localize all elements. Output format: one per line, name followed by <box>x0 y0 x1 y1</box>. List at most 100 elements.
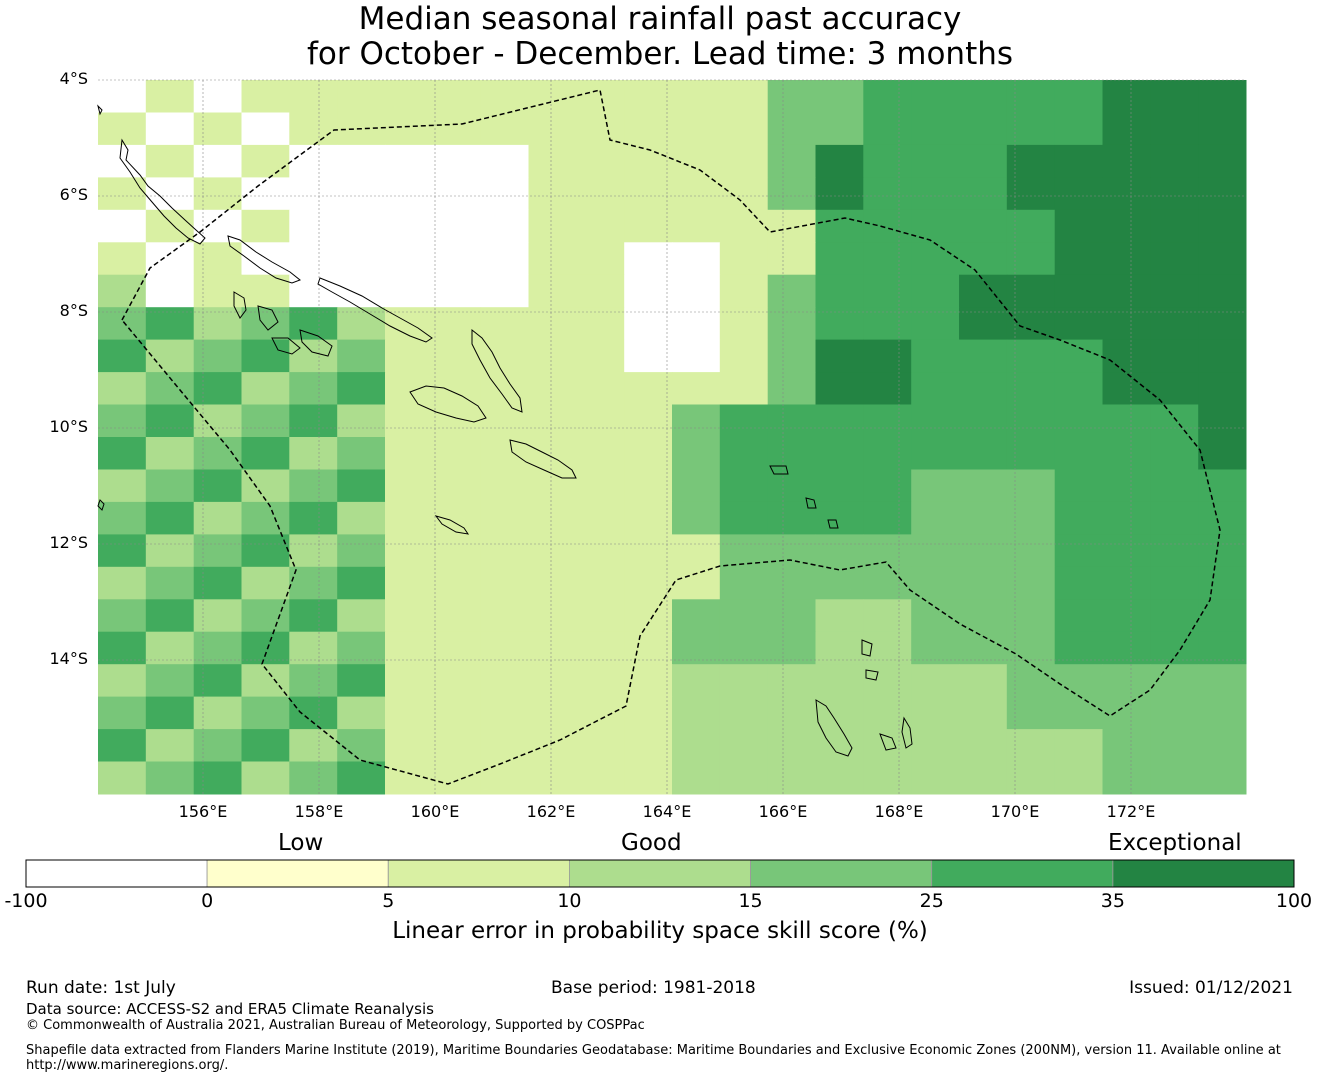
coastline-santa-isabel <box>317 277 433 343</box>
longitude-label: 162°E <box>526 802 576 821</box>
grid-cell <box>98 729 147 763</box>
legend-good: Good <box>621 830 682 856</box>
grid-cell <box>767 501 816 535</box>
grid-cell <box>719 599 769 633</box>
grid-cell <box>528 307 577 341</box>
grid-cell <box>193 761 242 795</box>
grid-cell <box>719 80 769 113</box>
grid-cell <box>432 566 482 600</box>
grid-cell <box>241 469 290 503</box>
coastline-santa-cruz-2 <box>769 465 789 475</box>
grid-cell <box>719 274 769 308</box>
grid-cell <box>385 274 434 308</box>
grid-cell <box>337 372 386 406</box>
grid-cell <box>1054 274 1103 308</box>
grid-cell <box>576 729 625 763</box>
coastline-small-island-2 <box>97 104 103 116</box>
grid-cell <box>480 696 529 730</box>
grid-cell <box>672 112 721 146</box>
grid-cell <box>672 404 721 438</box>
grid-cell <box>815 729 864 763</box>
grid-cell <box>1198 729 1247 763</box>
grid-cell <box>193 501 242 535</box>
grid-cell <box>959 274 1008 308</box>
grid-cell <box>193 372 242 406</box>
coastline-rennell <box>434 515 470 535</box>
grid-cell <box>1006 80 1056 113</box>
grid-cell <box>911 274 960 308</box>
grid-cell <box>1150 80 1199 113</box>
grid-cell <box>815 112 864 146</box>
grid-cell <box>241 729 290 763</box>
grid-cell <box>767 209 816 243</box>
grid-cell <box>624 566 673 600</box>
colorbar-segment <box>25 859 208 888</box>
longitude-label: 164°E <box>642 802 692 821</box>
grid-cell <box>1006 242 1056 276</box>
colorbar <box>25 859 1295 888</box>
grid-cell <box>241 404 290 438</box>
grid-cell <box>528 437 577 470</box>
grid-cell <box>1150 404 1199 438</box>
grid-cell <box>767 696 816 730</box>
grid-cell <box>528 339 577 373</box>
grid-cell <box>767 534 816 568</box>
grid-cell <box>911 501 960 535</box>
grid-cell <box>480 534 529 568</box>
grid-cell <box>911 664 960 698</box>
grid-cell <box>1198 307 1247 341</box>
grid-cell <box>767 469 816 503</box>
data-source: Data source: ACCESS-S2 and ERA5 Climate … <box>26 1000 434 1018</box>
grid-cell <box>241 696 290 730</box>
grid-cell <box>672 664 721 698</box>
grid-cell <box>241 372 290 406</box>
eez-boundaries <box>121 89 1221 785</box>
grid-cell <box>1054 372 1103 406</box>
grid-cell <box>1102 144 1151 178</box>
grid-cell <box>719 209 769 243</box>
grid-cell <box>911 209 960 243</box>
legend-low: Low <box>278 830 324 856</box>
grid-cell <box>289 761 338 795</box>
grid-cell <box>337 437 386 470</box>
grid-cell <box>1198 761 1247 795</box>
grid-cell <box>1198 177 1247 211</box>
grid-cell <box>672 761 721 795</box>
grid-cell <box>1054 80 1103 113</box>
grid-cell <box>576 372 625 406</box>
grid-cell <box>1054 599 1103 633</box>
grid-cell <box>624 761 673 795</box>
grid-cell <box>145 437 195 470</box>
grid-cell <box>432 501 482 535</box>
grid-cell <box>719 372 769 406</box>
grid-cell <box>241 144 290 178</box>
grid-cell <box>193 307 242 341</box>
grid-cell <box>528 631 577 665</box>
grid-cell <box>193 631 242 665</box>
grid-cell <box>193 469 242 503</box>
grid-cell <box>241 761 290 795</box>
grid-cell <box>241 566 290 600</box>
grid-cell <box>1006 501 1056 535</box>
grid-cell <box>767 80 816 113</box>
grid-cell <box>576 761 625 795</box>
coastline-choiseul <box>227 235 301 284</box>
grid-cell <box>863 274 912 308</box>
grid-cell <box>528 664 577 698</box>
grid-cell <box>528 469 577 503</box>
grid-cell <box>1054 177 1103 211</box>
grid-cell <box>863 437 912 470</box>
grid-cell <box>289 534 338 568</box>
colorbar-tick: -100 <box>4 890 48 912</box>
grid-cell <box>385 80 434 113</box>
grid-cell <box>145 242 195 276</box>
grid-cell <box>624 599 673 633</box>
grid-cell <box>1198 501 1247 535</box>
grid-cell <box>145 307 195 341</box>
grid-cell <box>672 437 721 470</box>
grid-cell <box>145 339 195 373</box>
grid-cell <box>193 664 242 698</box>
grid-cell <box>863 307 912 341</box>
grid-cell <box>385 177 434 211</box>
grid-cell <box>528 274 577 308</box>
